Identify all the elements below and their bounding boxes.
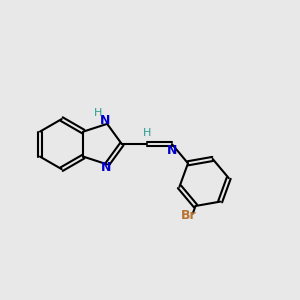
Text: H: H	[94, 108, 102, 118]
Text: Br: Br	[181, 208, 197, 222]
Text: N: N	[100, 161, 111, 174]
Text: N: N	[167, 144, 177, 157]
Text: H: H	[143, 128, 151, 138]
Text: N: N	[100, 114, 110, 127]
